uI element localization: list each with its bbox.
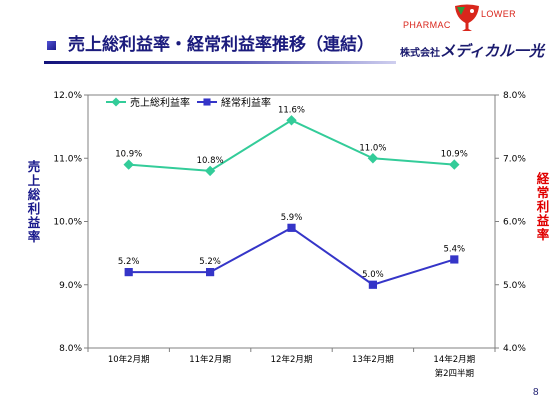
y-right-tick-label: 6.0% bbox=[503, 218, 526, 228]
y-left-tick-label: 12.0% bbox=[53, 91, 82, 101]
ordinary-profit-margin-point bbox=[206, 268, 215, 277]
legend-gross-profit-margin-swatch-marker bbox=[111, 97, 121, 107]
x-category-label-line: 11年2月期 bbox=[189, 354, 231, 365]
x-category-label: 10年2月期 bbox=[108, 354, 150, 365]
y-right-tick-label: 8.0% bbox=[503, 91, 526, 101]
ordinary-profit-margin-data-label: 5.9% bbox=[281, 213, 303, 223]
x-category-label: 13年2月期 bbox=[352, 354, 394, 365]
y-axis-right-title: 経常利益率 bbox=[536, 171, 550, 242]
legend-ordinary-profit-margin-label: 経常利益率 bbox=[221, 96, 271, 109]
y-axis-left-title: 売上総利益率 bbox=[27, 159, 41, 244]
gross-profit-margin-point bbox=[367, 153, 379, 164]
ordinary-profit-margin-point bbox=[368, 280, 377, 289]
ordinary-profit-margin-point bbox=[450, 255, 459, 264]
x-category-label-line: 10年2月期 bbox=[108, 354, 150, 365]
y-left-tick-label: 10.0% bbox=[53, 218, 82, 228]
logo-text-left: PHARMAC bbox=[403, 20, 451, 30]
legend-gross-profit-margin-label: 売上総利益率 bbox=[130, 96, 190, 109]
ordinary-profit-margin-data-label: 5.4% bbox=[443, 244, 465, 254]
y-left-tick-label: 9.0% bbox=[59, 281, 82, 291]
company-brand: メディカル一光 bbox=[440, 42, 544, 60]
x-category-label-line: 14年2月期 bbox=[433, 354, 475, 365]
gross-profit-margin-data-label: 10.8% bbox=[197, 156, 224, 166]
x-category-label: 14年2月期第2四半期 bbox=[433, 354, 475, 379]
gross-profit-margin-point bbox=[286, 115, 297, 126]
y-right-tick-label: 4.0% bbox=[503, 344, 526, 354]
gross-profit-margin-data-label: 11.6% bbox=[278, 105, 305, 115]
y-left-tick-label: 11.0% bbox=[53, 154, 82, 164]
company-name: 株式会社メディカル一光 bbox=[400, 42, 544, 63]
y-right-tick-label: 5.0% bbox=[503, 281, 526, 291]
legend-ordinary-profit-margin-swatch-marker bbox=[203, 98, 211, 106]
gross-profit-margin-point bbox=[123, 159, 134, 170]
x-category-label: 11年2月期 bbox=[189, 354, 231, 365]
gross-profit-margin-data-label: 11.0% bbox=[359, 143, 386, 153]
slide-title: 売上総利益率・経常利益率推移（連結） bbox=[68, 35, 374, 55]
gross-profit-margin-data-label: 10.9% bbox=[441, 150, 468, 160]
y-right-tick-label: 7.0% bbox=[503, 154, 526, 164]
gross-profit-margin-data-label: 10.9% bbox=[115, 150, 142, 160]
page-number: 8 bbox=[533, 387, 539, 398]
logo-text-right: LOWER bbox=[481, 9, 517, 19]
x-category-label-line: 第2四半期 bbox=[435, 368, 474, 379]
title-underline bbox=[44, 61, 396, 64]
plot-area-frame bbox=[87, 94, 496, 349]
ordinary-profit-margin-point bbox=[124, 268, 133, 277]
x-category-label: 12年2月期 bbox=[271, 354, 313, 365]
ordinary-profit-margin-data-label: 5.0% bbox=[362, 270, 384, 280]
ordinary-profit-margin-data-label: 5.2% bbox=[118, 257, 140, 267]
x-category-label-line: 12年2月期 bbox=[271, 354, 313, 365]
y-left-tick-label: 8.0% bbox=[59, 344, 82, 354]
ordinary-profit-margin-data-label: 5.2% bbox=[199, 257, 221, 267]
ordinary-profit-margin-point bbox=[287, 223, 296, 232]
flower-logo-icon bbox=[455, 4, 479, 31]
title-bullet-square-icon bbox=[47, 41, 56, 50]
company-prefix: 株式会社 bbox=[400, 48, 440, 59]
company-logo: PHARMAC LOWER bbox=[400, 2, 516, 36]
gross-profit-margin-point bbox=[204, 165, 216, 177]
x-category-label-line: 13年2月期 bbox=[352, 354, 394, 365]
gross-profit-margin-point bbox=[449, 159, 460, 170]
